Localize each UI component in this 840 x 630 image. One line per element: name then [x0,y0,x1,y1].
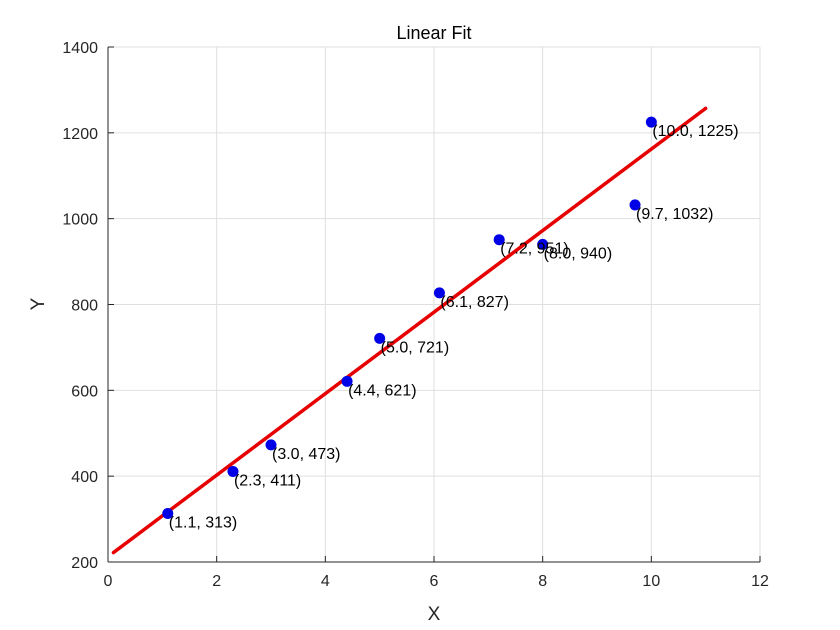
data-point-label: (7.2, 951) [500,241,568,258]
tick-labels: 0 2 4 6 8 10 12 200 400 600 800 1000 1200 1400 [62,40,769,590]
y-tick-label: 400 [71,469,98,486]
data-point-label: (10.0, 1225) [652,123,738,140]
x-tick-label: 6 [430,573,439,590]
y-tick-label: 800 [71,298,98,315]
data-point-label: (3.0, 473) [272,446,340,463]
data-point-label: (1.1, 313) [169,515,237,532]
data-point [493,234,505,246]
data-points-layer [162,116,657,520]
data-point [433,287,445,299]
data-point [227,465,239,477]
axes [107,46,761,563]
data-point-label: (2.3, 411) [234,472,301,489]
data-point [265,439,277,451]
data-point-label: (8.0, 940) [544,245,612,262]
y-tick-label: 1400 [62,40,98,57]
x-tick-label: 8 [538,573,547,590]
y-tick-label: 1000 [62,212,98,229]
x-axis-title: X [428,604,441,625]
y-tick-label: 1200 [62,126,98,143]
data-point [537,238,549,250]
data-point-label: (6.1, 827) [440,294,508,311]
x-tick-label: 12 [751,573,769,590]
fit-line-layer [111,106,708,555]
x-tick-label: 2 [212,573,221,590]
data-point [629,199,641,211]
data-point-label: (5.0, 721) [381,339,449,356]
y-tick-label: 600 [71,383,98,400]
chart-title: Linear Fit [396,23,471,43]
fit-line [111,106,708,555]
data-point [374,332,386,344]
data-point-label: (9.7, 1032) [636,206,713,223]
y-tick-label: 200 [71,555,98,572]
x-tick-label: 4 [321,573,330,590]
data-point [341,375,353,387]
x-tick-label: 0 [104,573,113,590]
x-tick-label: 10 [642,573,660,590]
data-point-label: (4.4, 621) [348,382,416,399]
point-labels-layer: (1.1, 313) (2.3, 411) (3.0, 473) (4.4, 621)… [169,123,739,531]
y-axis-title: Y [28,297,49,310]
data-point [162,508,174,520]
data-point [645,116,657,128]
